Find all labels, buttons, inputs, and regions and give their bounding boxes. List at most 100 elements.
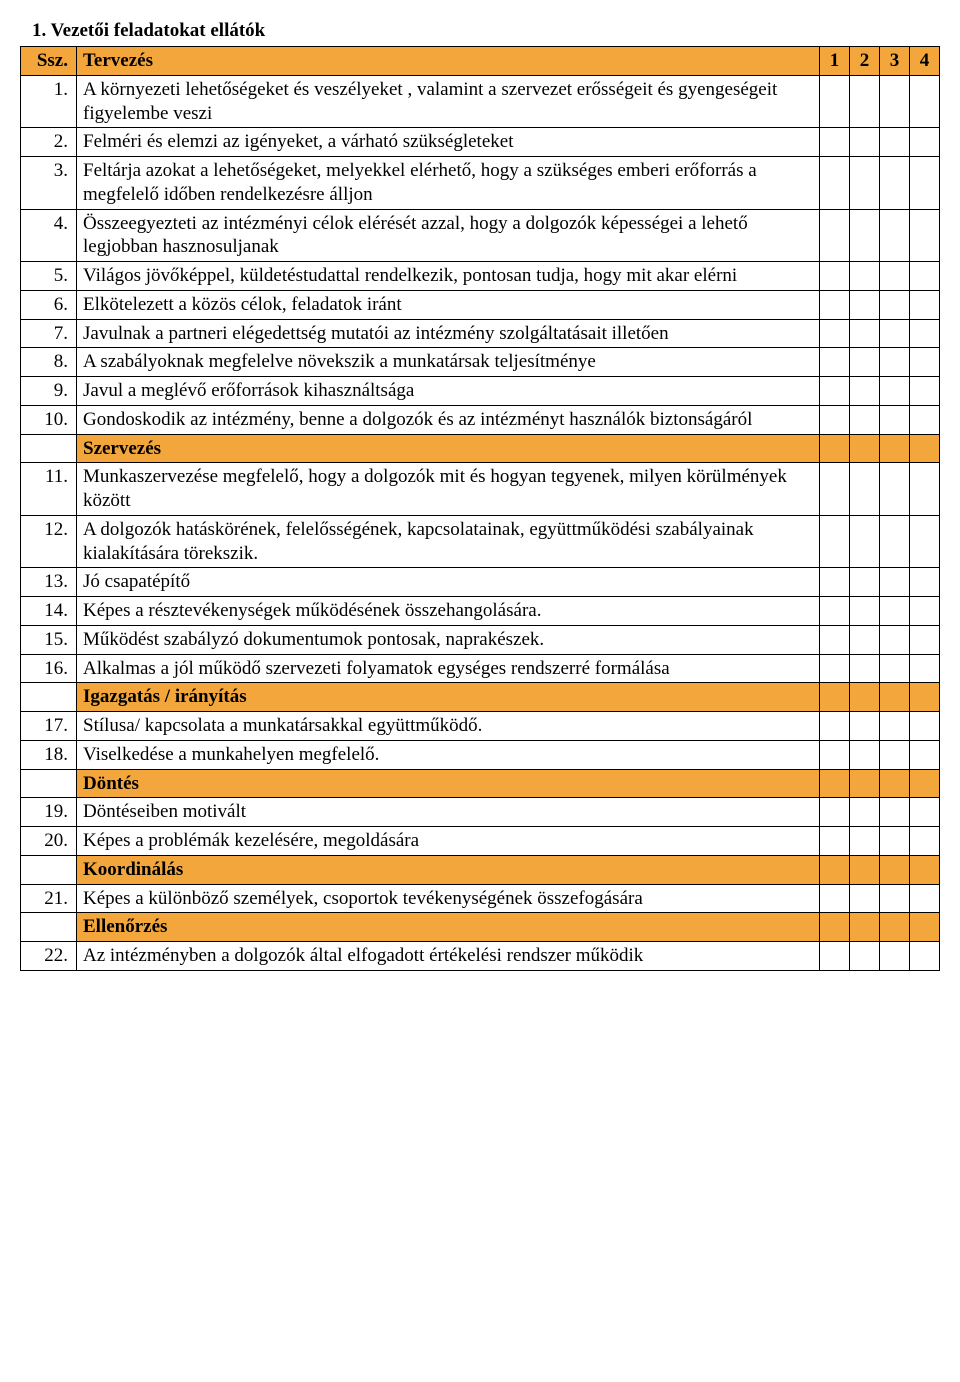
score-cell[interactable]	[880, 798, 910, 827]
score-cell[interactable]	[880, 942, 910, 971]
row-text: Képes a problémák kezelésére, megoldásár…	[77, 827, 820, 856]
score-cell[interactable]	[910, 405, 940, 434]
score-cell[interactable]	[850, 157, 880, 210]
score-cell[interactable]	[880, 463, 910, 516]
score-cell[interactable]	[880, 157, 910, 210]
score-cell[interactable]	[880, 740, 910, 769]
score-cell[interactable]	[880, 827, 910, 856]
score-cell[interactable]	[880, 625, 910, 654]
score-cell[interactable]	[850, 827, 880, 856]
score-cell[interactable]	[910, 654, 940, 683]
score-cell[interactable]	[820, 377, 850, 406]
score-cell[interactable]	[910, 290, 940, 319]
score-cell[interactable]	[850, 740, 880, 769]
table-header-row: Ssz. Tervezés 1 2 3 4	[21, 47, 940, 76]
score-cell[interactable]	[820, 75, 850, 128]
score-cell[interactable]	[880, 884, 910, 913]
score-cell[interactable]	[880, 405, 910, 434]
score-cell[interactable]	[850, 128, 880, 157]
score-cell[interactable]	[820, 515, 850, 568]
score-cell[interactable]	[880, 319, 910, 348]
score-cell[interactable]	[880, 597, 910, 626]
score-cell[interactable]	[880, 654, 910, 683]
score-cell[interactable]	[910, 798, 940, 827]
score-cell[interactable]	[850, 348, 880, 377]
row-num: 16.	[21, 654, 77, 683]
score-cell[interactable]	[850, 319, 880, 348]
score-cell[interactable]	[820, 463, 850, 516]
score-cell[interactable]	[850, 290, 880, 319]
score-cell[interactable]	[820, 827, 850, 856]
score-cell[interactable]	[910, 568, 940, 597]
row-text: Alkalmas a jól működő szervezeti folyama…	[77, 654, 820, 683]
score-cell[interactable]	[880, 290, 910, 319]
table-row: 16.Alkalmas a jól működő szervezeti foly…	[21, 654, 940, 683]
score-cell[interactable]	[820, 798, 850, 827]
score-cell[interactable]	[910, 463, 940, 516]
score-cell[interactable]	[910, 157, 940, 210]
score-cell[interactable]	[820, 597, 850, 626]
score-cell[interactable]	[910, 262, 940, 291]
score-cell[interactable]	[910, 128, 940, 157]
score-cell[interactable]	[850, 712, 880, 741]
score-cell[interactable]	[850, 568, 880, 597]
score-cell[interactable]	[850, 625, 880, 654]
score-cell[interactable]	[850, 798, 880, 827]
score-cell[interactable]	[910, 740, 940, 769]
score-cell	[850, 769, 880, 798]
score-cell[interactable]	[910, 515, 940, 568]
score-cell[interactable]	[910, 377, 940, 406]
score-cell[interactable]	[820, 712, 850, 741]
score-cell[interactable]	[820, 157, 850, 210]
score-cell[interactable]	[820, 884, 850, 913]
score-cell[interactable]	[910, 597, 940, 626]
table-row: 8.A szabályoknak megfelelve növekszik a …	[21, 348, 940, 377]
score-cell[interactable]	[910, 884, 940, 913]
score-cell[interactable]	[820, 348, 850, 377]
table-row: 2.Felméri és elemzi az igényeket, a várh…	[21, 128, 940, 157]
score-cell[interactable]	[820, 625, 850, 654]
score-cell[interactable]	[850, 597, 880, 626]
score-cell[interactable]	[820, 405, 850, 434]
score-cell[interactable]	[820, 319, 850, 348]
score-cell[interactable]	[820, 262, 850, 291]
score-cell[interactable]	[850, 654, 880, 683]
score-cell[interactable]	[850, 209, 880, 262]
score-cell[interactable]	[880, 262, 910, 291]
score-cell[interactable]	[850, 377, 880, 406]
row-num: 2.	[21, 128, 77, 157]
score-cell[interactable]	[850, 405, 880, 434]
score-cell[interactable]	[820, 568, 850, 597]
score-cell[interactable]	[820, 942, 850, 971]
score-cell[interactable]	[880, 515, 910, 568]
score-cell[interactable]	[910, 712, 940, 741]
score-cell[interactable]	[850, 75, 880, 128]
score-cell[interactable]	[820, 128, 850, 157]
score-cell[interactable]	[850, 262, 880, 291]
score-cell[interactable]	[850, 884, 880, 913]
score-cell[interactable]	[820, 290, 850, 319]
score-cell[interactable]	[850, 942, 880, 971]
score-cell[interactable]	[880, 568, 910, 597]
score-cell[interactable]	[880, 209, 910, 262]
score-cell[interactable]	[910, 348, 940, 377]
score-cell[interactable]	[880, 377, 910, 406]
score-cell[interactable]	[820, 209, 850, 262]
score-cell[interactable]	[910, 319, 940, 348]
score-cell[interactable]	[850, 463, 880, 516]
score-cell[interactable]	[820, 740, 850, 769]
score-cell[interactable]	[910, 625, 940, 654]
score-cell[interactable]	[880, 128, 910, 157]
score-cell[interactable]	[910, 942, 940, 971]
score-cell[interactable]	[880, 75, 910, 128]
row-num	[21, 434, 77, 463]
score-cell[interactable]	[910, 209, 940, 262]
score-cell[interactable]	[820, 654, 850, 683]
score-cell[interactable]	[880, 348, 910, 377]
score-cell[interactable]	[910, 827, 940, 856]
score-cell[interactable]	[910, 75, 940, 128]
table-row: 13.Jó csapatépítő	[21, 568, 940, 597]
table-row: 22.Az intézményben a dolgozók által elfo…	[21, 942, 940, 971]
score-cell[interactable]	[850, 515, 880, 568]
score-cell[interactable]	[880, 712, 910, 741]
